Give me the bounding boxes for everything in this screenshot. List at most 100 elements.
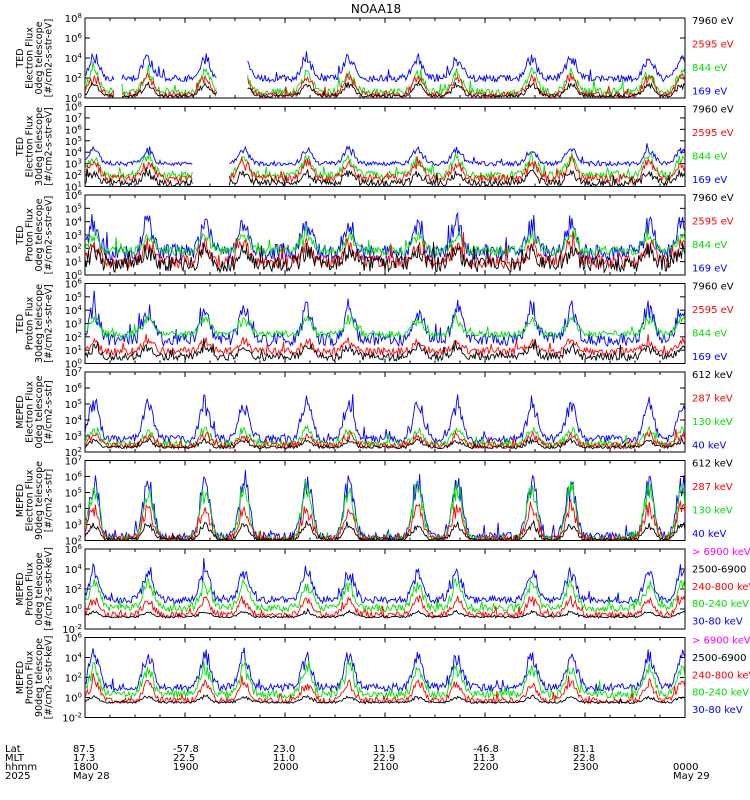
- legend-item: 240-800 keV: [692, 582, 750, 593]
- y-label-line: [#/cm2-s-str-eV]: [43, 107, 54, 186]
- series-black: [85, 338, 685, 363]
- y-tick-label: 108: [65, 12, 82, 25]
- lat-value: 87.5: [73, 744, 95, 755]
- y-tick-label: 106: [65, 632, 83, 645]
- legend-item: > 6900 keV: [692, 636, 750, 647]
- y-tick-label: 105: [65, 398, 82, 411]
- hhmm-value: 1800: [73, 762, 98, 773]
- legend-item: 7960 eV: [692, 193, 734, 204]
- panel-frame: [84, 637, 686, 718]
- series-green: [85, 479, 685, 541]
- y-label-line: [#/cm2-s-str-keV]: [43, 547, 54, 631]
- mlt-value: 11.3: [473, 753, 495, 764]
- legend-item: 287 keV: [692, 482, 733, 493]
- y-tick-label: 101: [65, 256, 82, 269]
- lat-value: 11.5: [373, 744, 395, 755]
- legend-item: 7960 eV: [692, 105, 734, 116]
- y-tick-label: 105: [65, 291, 82, 304]
- series-black: [85, 436, 685, 450]
- legend-item: 169 eV: [692, 87, 727, 98]
- y-label-line: [#/cm2-s-str-eV]: [43, 19, 54, 98]
- series-blue: [85, 211, 685, 261]
- legend-item: 2500-6900: [692, 653, 747, 664]
- series-red: [85, 155, 685, 184]
- series-green: [85, 313, 685, 340]
- series-group: [85, 51, 685, 98]
- y-tick-label: 106: [65, 189, 83, 202]
- lat-value: -46.8: [473, 744, 499, 755]
- y-tick-label: 104: [65, 216, 83, 229]
- y-label-line: Electron Flux: [24, 27, 35, 89]
- mlt-value: 22.9: [373, 753, 395, 764]
- legend-item: 130 keV: [692, 417, 733, 428]
- y-tick-label: 104: [65, 414, 83, 427]
- y-label-line: [#/cm2-s-str-keV]: [43, 636, 54, 720]
- hhmm-value: 2300: [573, 762, 598, 773]
- legend-item: 612 keV: [692, 370, 733, 381]
- lat-value: -57.8: [173, 744, 199, 755]
- legend-item: 2500-6900: [692, 564, 747, 575]
- y-label-line: MEPED: [15, 661, 26, 694]
- legend-item: 844 eV: [692, 152, 727, 163]
- y-label-line: [#/cm2-s-str-eV]: [43, 196, 54, 275]
- y-label-line: Proton Flux: [24, 562, 35, 616]
- y-tick-label: 104: [65, 52, 83, 65]
- y-tick-label: 106: [65, 543, 83, 556]
- hhmm-value: 0000: [673, 762, 698, 773]
- y-label-line: 0deg telescope: [34, 21, 45, 94]
- y-tick-label: 107: [65, 455, 82, 468]
- series-green: [85, 224, 685, 257]
- y-tick-label: 102: [65, 242, 82, 255]
- series-group: [85, 211, 685, 274]
- legend-item: 7960 eV: [692, 16, 734, 27]
- legend-item: 844 eV: [692, 63, 727, 74]
- series-group: [85, 557, 685, 620]
- series-black: [85, 168, 685, 187]
- legend-item: 2595 eV: [692, 217, 734, 228]
- series-red: [85, 333, 685, 357]
- y-tick-label: 107: [65, 366, 82, 379]
- series-blue: [85, 647, 685, 693]
- series-group: [85, 394, 685, 451]
- footer-row-label: hhmm: [5, 762, 37, 773]
- series-black: [85, 519, 685, 541]
- hhmm-value: 2100: [373, 762, 398, 773]
- y-label-line: 90deg telescope: [34, 638, 45, 717]
- series-group: [85, 143, 685, 187]
- y-label-line: 90deg telescope: [34, 461, 45, 540]
- panel-frame: [84, 460, 686, 541]
- hhmm-value: 2200: [473, 762, 498, 773]
- legend-item: 40 keV: [692, 441, 726, 452]
- series-blue: [85, 290, 685, 348]
- y-tick-label: 106: [65, 471, 83, 484]
- y-tick-label: 106: [65, 382, 83, 395]
- legend-item: 612 keV: [692, 459, 733, 470]
- y-label-line: 0deg telescope: [34, 552, 45, 625]
- y-tick-label: 10-2: [62, 712, 82, 725]
- y-tick-label: 103: [65, 519, 82, 532]
- y-tick-label: 104: [65, 652, 83, 665]
- legend-item: 2595 eV: [692, 40, 734, 51]
- legend-item: 40 keV: [692, 529, 726, 540]
- y-tick-label: 101: [65, 344, 82, 357]
- legend-item: 169 eV: [692, 175, 727, 186]
- series-blue: [85, 469, 685, 541]
- y-label-line: Electron Flux: [24, 115, 35, 177]
- series-blue: [85, 143, 685, 168]
- series-black: [85, 607, 685, 619]
- lat-value: 23.0: [273, 744, 295, 755]
- mlt-value: 17.3: [73, 753, 95, 764]
- y-tick-label: 102: [65, 72, 82, 85]
